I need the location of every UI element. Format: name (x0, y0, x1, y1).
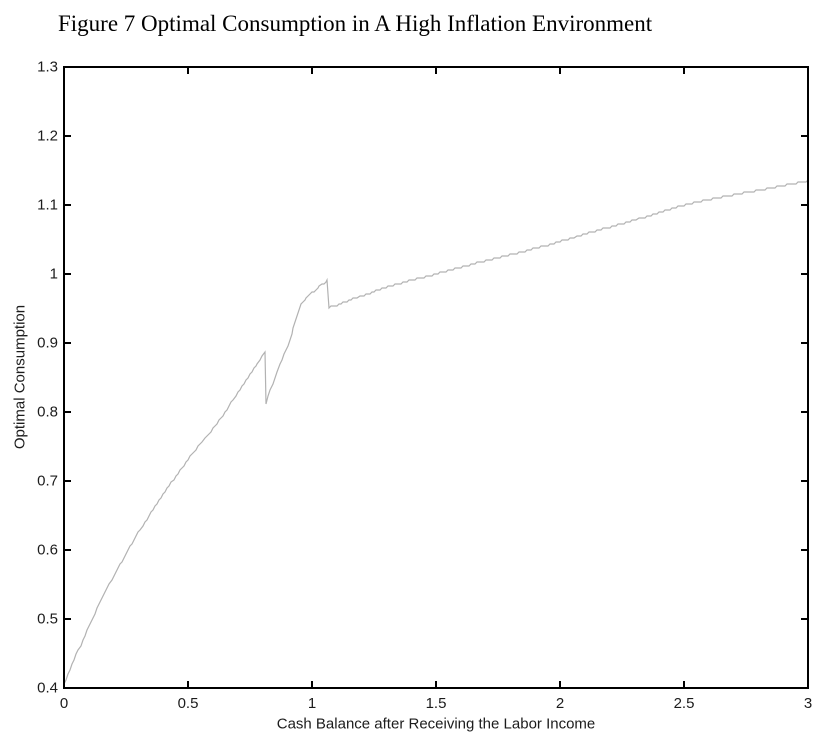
plot-frame (63, 66, 809, 689)
y-tick-label: 0.7 (37, 472, 58, 490)
y-tick-label: 0.4 (37, 679, 58, 697)
y-tick-label: 0.5 (37, 610, 58, 628)
x-tick-label: 1.5 (425, 695, 447, 712)
figure-title: Figure 7 Optimal Consumption in A High I… (58, 11, 653, 36)
y-tick-label: 1.1 (37, 196, 58, 214)
x-tick-label: 0.5 (177, 695, 199, 712)
y-tick-label: 0.6 (37, 541, 58, 559)
y-tick-label: 1 (49, 265, 58, 283)
x-tick-label: 2 (555, 695, 565, 712)
x-tick-label: 3 (803, 695, 813, 712)
x-tick-label: 0 (59, 695, 69, 712)
y-axis-label: Optimal Consumption (11, 304, 29, 450)
consumption-curve (63, 179, 809, 685)
y-tick-label: 0.8 (37, 403, 58, 421)
x-tick-label: 1 (307, 695, 317, 712)
y-tick-label: 1.2 (37, 127, 58, 145)
y-tick-label: 1.3 (37, 58, 58, 76)
x-axis-label: Cash Balance after Receiving the Labor I… (276, 715, 596, 733)
x-tick-label: 2.5 (673, 695, 695, 712)
y-tick-label: 0.9 (37, 334, 58, 352)
